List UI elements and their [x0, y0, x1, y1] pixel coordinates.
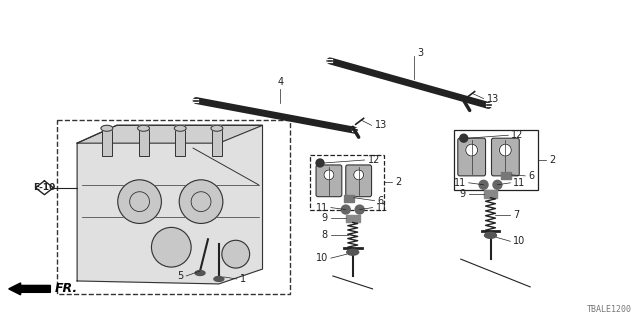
Bar [344, 195, 354, 202]
Bar [454, 130, 538, 190]
Circle shape [354, 170, 364, 180]
Text: 5: 5 [177, 271, 183, 281]
Ellipse shape [484, 232, 497, 238]
Ellipse shape [195, 270, 205, 276]
Text: 11: 11 [513, 178, 525, 188]
Circle shape [222, 240, 250, 268]
Text: 10: 10 [316, 253, 328, 263]
Text: FR.: FR. [54, 282, 77, 295]
Bar [175, 128, 185, 156]
Text: 13: 13 [374, 120, 387, 130]
Circle shape [479, 180, 488, 189]
Circle shape [118, 180, 161, 223]
Circle shape [316, 159, 324, 167]
Circle shape [466, 144, 477, 156]
Text: 11: 11 [316, 203, 328, 212]
Bar [501, 172, 511, 179]
Bar [310, 155, 385, 210]
Bar [484, 190, 497, 198]
Text: 3: 3 [417, 48, 423, 58]
Text: 12: 12 [511, 130, 524, 140]
FancyArrow shape [9, 283, 51, 295]
FancyBboxPatch shape [458, 138, 486, 176]
Bar [346, 214, 360, 222]
Circle shape [460, 134, 468, 142]
Polygon shape [35, 181, 53, 195]
Ellipse shape [214, 276, 224, 281]
Text: TBALE1200: TBALE1200 [588, 305, 632, 314]
FancyBboxPatch shape [492, 138, 519, 176]
Bar [212, 128, 222, 156]
Circle shape [324, 170, 334, 180]
Text: 4: 4 [277, 77, 284, 87]
FancyBboxPatch shape [316, 165, 342, 197]
Circle shape [355, 205, 364, 214]
Polygon shape [77, 125, 262, 284]
Bar [139, 128, 148, 156]
Circle shape [493, 180, 502, 189]
Text: 6: 6 [528, 171, 534, 181]
Bar [102, 128, 112, 156]
Ellipse shape [174, 125, 186, 131]
Text: 7: 7 [513, 210, 520, 220]
Ellipse shape [138, 125, 150, 131]
Text: 11: 11 [376, 203, 388, 212]
Text: 1: 1 [240, 274, 246, 284]
Circle shape [179, 180, 223, 223]
Circle shape [341, 205, 350, 214]
Text: 9: 9 [322, 213, 328, 223]
Text: 13: 13 [486, 93, 499, 104]
Text: 11: 11 [454, 178, 466, 188]
Text: E-10: E-10 [33, 183, 56, 192]
Ellipse shape [211, 125, 223, 131]
Text: 10: 10 [513, 236, 525, 246]
Ellipse shape [101, 125, 113, 131]
Text: 8: 8 [322, 230, 328, 240]
Circle shape [499, 144, 511, 156]
Text: 2: 2 [549, 155, 556, 165]
Text: 9: 9 [460, 189, 466, 199]
Bar [58, 120, 291, 294]
Text: 12: 12 [367, 155, 380, 165]
Ellipse shape [347, 249, 358, 255]
Text: 2: 2 [396, 177, 401, 187]
Circle shape [152, 228, 191, 267]
FancyBboxPatch shape [346, 165, 372, 197]
Polygon shape [77, 125, 262, 143]
Text: 6: 6 [378, 196, 383, 206]
